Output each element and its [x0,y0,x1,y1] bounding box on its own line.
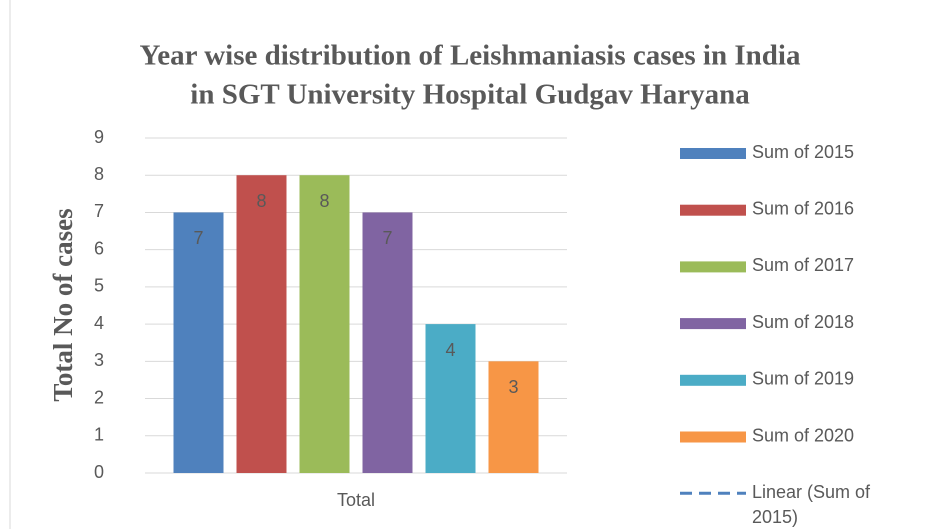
legend-swatch [680,318,746,330]
chart-title: Year wise distribution of Leishmaniasis … [140,40,801,72]
legend-label-line: Linear (Sum of [752,482,871,502]
legend-label: Linear (Sum of 2015) [752,482,871,527]
bar [173,212,224,473]
bar [488,361,539,473]
data-label: 7 [382,228,392,248]
data-label: 8 [256,191,266,211]
legend-label: Sum of 2020 [752,425,854,445]
legend-label: Sum of 2018 [752,312,854,332]
y-tick-label: 3 [94,350,104,370]
chart-title: in SGT University Hospital Gudgav Haryan… [190,79,750,111]
y-tick-label: 0 [94,462,104,482]
legend-label: Sum of 2015 [752,142,854,162]
legend-swatch [680,148,746,159]
legend-swatch [680,261,746,273]
y-tick-label: 9 [94,127,104,147]
data-label: 7 [193,228,203,248]
y-tick-label: 5 [94,276,104,296]
bar [236,175,287,473]
legend-label: Sum of 2016 [752,198,854,218]
legend-label-line: 2015) [752,507,798,527]
y-tick-label: 2 [94,387,104,407]
y-tick-label: 4 [94,313,104,333]
data-label: 8 [319,191,329,211]
y-tick-label: 7 [94,201,104,221]
legend-swatch [680,431,746,443]
bar [425,324,476,473]
y-tick-label: 1 [94,425,104,445]
bar [362,212,413,473]
legend-label: Sum of 2019 [752,369,854,389]
data-label: 4 [445,340,455,360]
legend-swatch [680,204,746,216]
bar [299,175,350,473]
legend-label: Sum of 2017 [752,255,854,275]
x-tick-label: Total [337,490,375,510]
y-tick-label: 6 [94,238,104,258]
y-axis-title: Total No of cases [48,208,78,401]
y-tick-label: 8 [94,164,104,184]
legend-swatch [680,374,746,386]
data-label: 3 [508,377,518,397]
